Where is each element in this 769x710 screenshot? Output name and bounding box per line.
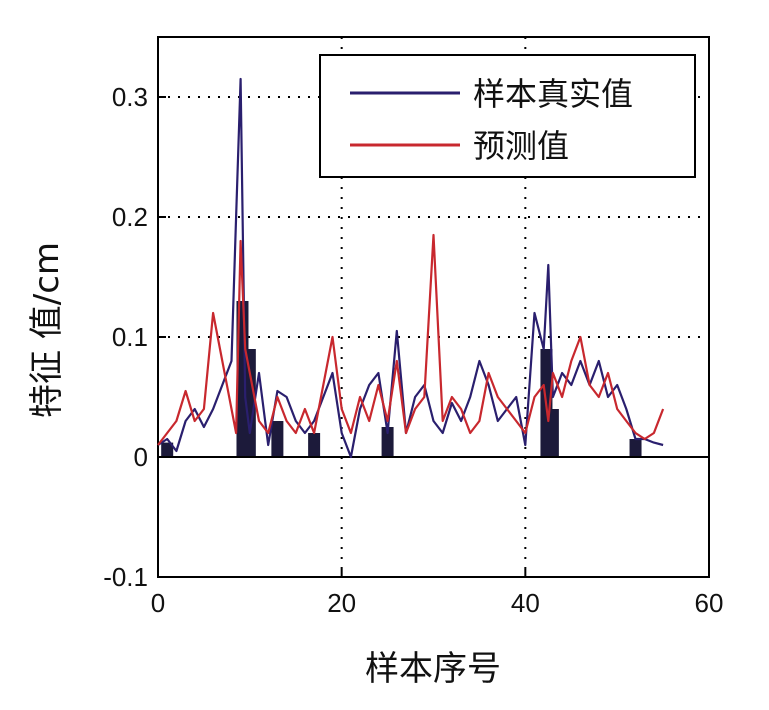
stem-bar-8 bbox=[629, 439, 642, 457]
y-tick-label-0: -0.1 bbox=[103, 562, 148, 592]
y-tick-label-2: 0.1 bbox=[112, 322, 148, 352]
stem-bar-7 bbox=[546, 409, 559, 457]
stem-bar-4 bbox=[308, 433, 321, 457]
stem-bar-5 bbox=[381, 427, 394, 457]
legend-label-pred: 预测值 bbox=[473, 127, 569, 165]
x-tick-label-0: 0 bbox=[151, 588, 165, 618]
series-line-1 bbox=[157, 233, 665, 446]
y-tick-label-3: 0.2 bbox=[112, 202, 148, 232]
y-tick-label-1: 0 bbox=[134, 442, 148, 472]
legend-label-true: 样本真实值 bbox=[473, 75, 633, 113]
x-tick-label-2: 40 bbox=[511, 588, 540, 618]
tick-labels: 0 20 40 60-0.100.10.20.3 bbox=[103, 82, 723, 618]
legend-box bbox=[319, 54, 696, 178]
stem-bar-2 bbox=[243, 349, 256, 457]
x-axis-label: 样本序号 bbox=[365, 649, 501, 689]
y-tick-label-4: 0.3 bbox=[112, 82, 148, 112]
legend: 样本真实值 预测值 bbox=[319, 54, 696, 178]
x-tick-label-3: 60 bbox=[695, 588, 724, 618]
stem-bar-0 bbox=[161, 442, 174, 457]
x-tick-label-1: 20 bbox=[327, 588, 356, 618]
stem-bar-3 bbox=[271, 421, 284, 457]
series-layer bbox=[157, 77, 665, 459]
y-axis-label: 特征 值/cm bbox=[27, 242, 67, 418]
